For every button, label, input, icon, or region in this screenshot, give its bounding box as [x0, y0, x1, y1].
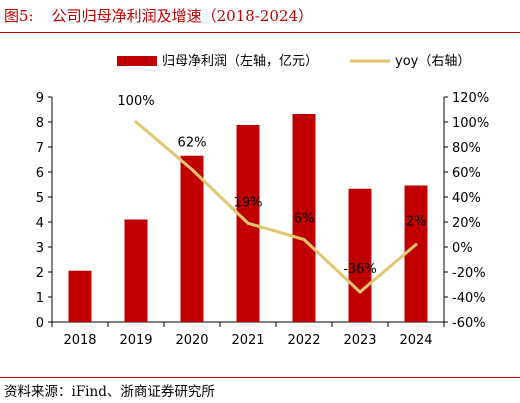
figure-label: 图5:: [4, 7, 34, 25]
axes: 0 1 2 3 4 5 6 7 8 9 -60% -40% -20% 0% 20% 40% 60% 80% 100%…: [36, 91, 489, 348]
y-tick-label-right: 120%: [452, 91, 489, 106]
source-divider: [0, 377, 520, 378]
x-tick-label: 2022: [287, 333, 320, 348]
x-tick-label: 2021: [231, 333, 264, 348]
y-tick-label-right: 40%: [452, 191, 481, 206]
bar-2018: [68, 270, 92, 322]
title-divider: [0, 32, 520, 33]
source-note: 资料来源：iFind、浙商证券研究所: [4, 384, 215, 400]
y-tick-label-right: 80%: [452, 141, 481, 156]
x-tick-label: 2024: [399, 333, 432, 348]
y-tick-label-left: 4: [36, 216, 44, 231]
y-tick-label-left: 0: [36, 316, 44, 331]
y-tick-label-left: 8: [36, 116, 44, 131]
figure-title-text: 公司归母净利润及增速（2018-2024）: [51, 7, 314, 25]
x-tick-label: 2020: [175, 333, 208, 348]
x-tick-label: 2018: [63, 333, 96, 348]
y-tick-label-right: -20%: [452, 266, 486, 281]
y-tick-label-left: 1: [36, 291, 44, 306]
y-tick-label-right: 60%: [452, 166, 481, 181]
legend-label-bar: 归母净利润（左轴，亿元）: [162, 54, 318, 69]
yoy-point-2019: [134, 120, 138, 124]
yoy-label-2020: 62%: [178, 136, 207, 151]
yoy-point-2024: [414, 243, 418, 246]
yoy-label-2022: 6%: [294, 212, 315, 227]
yoy-point-2022: [302, 238, 306, 241]
y-tick-label-right: 100%: [452, 116, 489, 131]
figure-title: 图5: 公司归母净利润及增速（2018-2024）: [4, 3, 313, 31]
bar-2020: [180, 155, 204, 322]
yoy-label-2019: 100%: [117, 94, 154, 109]
y-tick-label-left: 5: [36, 191, 44, 206]
y-tick-label-right: 20%: [452, 216, 481, 231]
y-tick-label-left: 7: [36, 141, 44, 156]
bar-2022: [292, 114, 316, 322]
y-tick-label-right: 0%: [452, 241, 473, 256]
bar-2019: [124, 219, 148, 322]
yoy-label-2024: 2%: [406, 215, 427, 230]
yoy-point-2020: [190, 168, 194, 171]
legend-swatch-bar: [117, 56, 157, 66]
y-tick-label-left: 3: [36, 241, 44, 256]
data-labels: 100% 62% 19% 6% -36% 2%: [117, 94, 426, 277]
y-tick-label-right: -60%: [452, 316, 486, 331]
yoy-point-2021: [246, 221, 250, 225]
legend-label-line: yoy（右轴）: [395, 54, 470, 69]
yoy-polyline: [135, 120, 417, 294]
yoy-label-2021: 19%: [234, 195, 263, 210]
profit-growth-chart: 归母净利润（左轴，亿元） yoy（右轴） 0 1 2 3 4 5 6 7 8 9 -60% -40% -…: [36, 54, 489, 348]
x-tick-label: 2019: [119, 333, 152, 348]
legend: 归母净利润（左轴，亿元） yoy（右轴）: [117, 54, 470, 69]
bar-2023: [348, 188, 372, 322]
yoy-line: [134, 120, 418, 294]
yoy-point-2023: [358, 290, 362, 294]
y-tick-label-left: 6: [36, 166, 44, 181]
bar-2024: [404, 185, 428, 322]
bars: [68, 114, 428, 322]
y-tick-label-right: -40%: [452, 291, 486, 306]
x-tick-label: 2023: [343, 333, 376, 348]
y-tick-label-left: 2: [36, 266, 44, 281]
yoy-label-2023: -36%: [343, 262, 377, 277]
y-tick-label-left: 9: [36, 91, 44, 106]
